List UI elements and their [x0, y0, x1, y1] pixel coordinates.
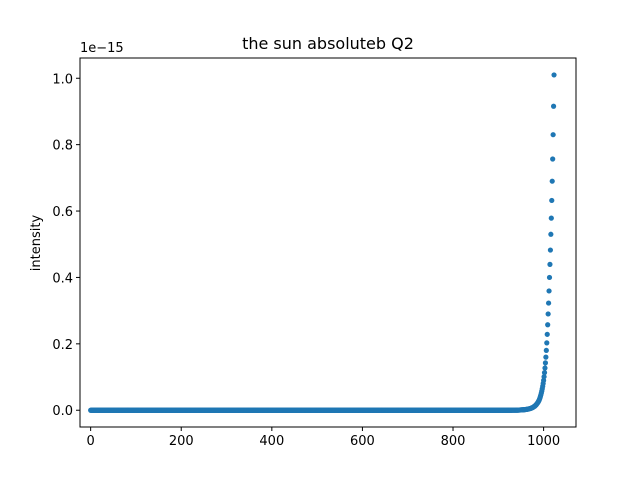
data-point [545, 322, 551, 328]
data-point [541, 370, 548, 376]
data-point [549, 197, 555, 204]
y-axis-label: intensity [29, 215, 44, 272]
x-axis-ticks: 0 200 400 600 800 1000 [87, 427, 560, 449]
data-point [546, 288, 552, 294]
y-tick-label: 0.4 [52, 271, 73, 286]
data-point [543, 354, 549, 360]
data-point [546, 274, 553, 281]
data-point [548, 215, 554, 221]
data-point [548, 231, 554, 237]
data-point [547, 261, 553, 267]
x-tick-label: 400 [259, 434, 284, 449]
data-point [542, 360, 549, 366]
y-tick-label: 1.0 [52, 72, 73, 87]
data-point [544, 331, 550, 337]
x-tick-label: 1000 [527, 434, 560, 449]
y-axis-ticks: 0.0 0.2 0.4 0.6 0.8 1.0 [52, 72, 80, 419]
data-point [549, 178, 555, 184]
x-tick-label: 0 [87, 434, 95, 449]
chart-title: the sun absoluteb Q2 [242, 34, 414, 53]
plot-frame [79, 57, 577, 428]
data-point [545, 300, 552, 306]
data-point [543, 347, 549, 354]
data-point [541, 374, 547, 380]
data-point [545, 311, 551, 317]
data-point [551, 72, 557, 78]
data-point [544, 340, 550, 346]
x-tick-label: 600 [350, 434, 375, 449]
data-point [547, 247, 554, 253]
y-tick-label: 0.6 [52, 205, 73, 220]
data-points [88, 72, 557, 413]
data-point [550, 103, 557, 109]
data-point [550, 156, 556, 162]
y-offset-label: 1e−15 [80, 41, 124, 56]
data-point [542, 365, 548, 371]
x-tick-label: 800 [441, 434, 466, 449]
y-tick-label: 0.0 [52, 404, 73, 419]
y-tick-label: 0.8 [52, 139, 73, 154]
x-tick-label: 200 [169, 434, 194, 449]
y-tick-label: 0.2 [52, 338, 73, 353]
data-point [550, 132, 556, 138]
